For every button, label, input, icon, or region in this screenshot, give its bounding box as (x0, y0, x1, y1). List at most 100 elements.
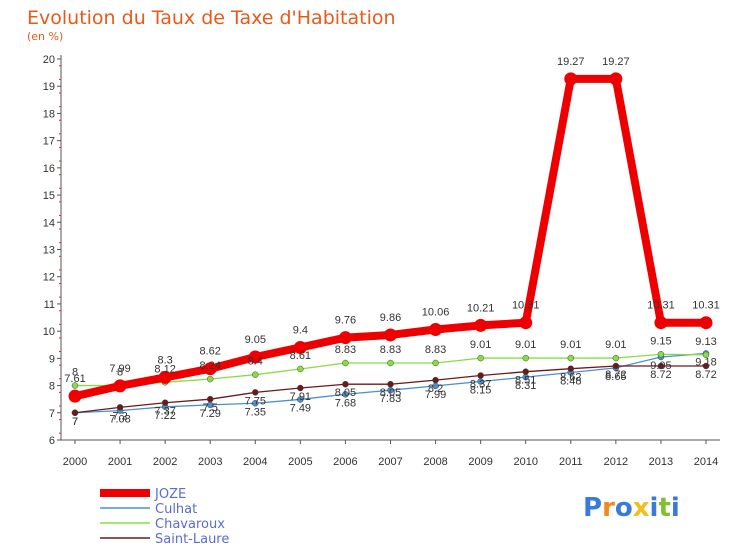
data-label-joze: 10.31 (692, 300, 720, 312)
data-point-chavaroux (477, 354, 484, 362)
data-label-saint-laure: 8.05 (335, 387, 356, 399)
data-point-joze (158, 370, 172, 384)
data-label-culhat: 7.99 (425, 389, 446, 401)
data-label-culhat: 7.08 (109, 414, 130, 426)
data-point-culhat (252, 400, 259, 407)
logo-letter: i (671, 493, 680, 523)
chart-subtitle: (en %) (27, 30, 63, 43)
data-label-culhat: 7.29 (200, 408, 221, 420)
y-tick-label: 10 (43, 326, 55, 338)
data-label-saint-laure: 8.51 (515, 375, 536, 387)
data-label-chavaroux: 8.24 (200, 360, 221, 372)
logo-letter: i (650, 493, 659, 523)
legend-label-saint-laure: Saint-Laure (155, 532, 229, 547)
data-point-saint-laure (297, 384, 304, 392)
data-label-culhat: 9.05 (650, 360, 671, 372)
data-label-culhat: 7.49 (290, 402, 311, 414)
legend-label-joze: JOZE (154, 487, 186, 502)
y-tick-label: 14 (43, 217, 55, 229)
series-layer (68, 72, 713, 417)
data-point-chavaroux (612, 354, 620, 362)
data-label-culhat: 8.65 (605, 371, 626, 383)
data-point-chavaroux (206, 375, 214, 383)
y-tick-label: 11 (44, 299, 55, 311)
data-label-saint-laure: 7 (72, 416, 78, 428)
y-tick-label: 19 (43, 81, 55, 93)
logo-letter: P (583, 493, 602, 523)
chart-title: Evolution du Taux de Taxe d'Habitation (27, 7, 396, 29)
proxiti-logo: Proxiti (583, 493, 680, 523)
logo-text: Proxiti (583, 493, 680, 523)
logo-letter: x (633, 493, 650, 523)
x-tick-label: 2008 (423, 456, 447, 468)
data-point-chavaroux (387, 359, 394, 367)
data-point-joze (564, 72, 578, 86)
data-point-saint-laure (71, 409, 79, 417)
data-point-joze (609, 72, 623, 86)
data-point-joze (474, 318, 488, 332)
data-point-joze (519, 316, 533, 330)
data-label-culhat: 7.68 (335, 397, 356, 409)
data-label-culhat: 8.15 (470, 384, 491, 396)
data-point-chavaroux (342, 359, 349, 367)
x-tick-label: 2009 (468, 456, 492, 468)
y-tick-label: 6 (49, 435, 55, 447)
x-tick-label: 2005 (288, 456, 312, 468)
x-tick-label: 2007 (378, 456, 402, 468)
y-tick-label: 13 (43, 245, 55, 257)
data-label-culhat: 8.31 (515, 380, 536, 392)
data-point-saint-laure (342, 380, 349, 388)
data-point-saint-laure (161, 399, 169, 406)
data-label-chavaroux: 9.01 (605, 339, 626, 351)
data-label-joze: 19.27 (602, 56, 630, 68)
data-label-joze: 10.21 (467, 302, 495, 314)
data-label-joze: 19.27 (557, 56, 585, 68)
data-point-joze (68, 389, 82, 403)
data-label-chavaroux: 9.13 (695, 336, 716, 348)
data-point-culhat (342, 391, 349, 398)
x-tick-label: 2014 (694, 456, 718, 468)
data-label-joze: 10.31 (512, 300, 540, 312)
data-label-chavaroux: 8.61 (290, 350, 311, 362)
data-label-culhat: 7.83 (380, 393, 401, 405)
legend-label-chavaroux: Chavaroux (155, 517, 225, 532)
x-tick-label: 2013 (649, 456, 673, 468)
data-label-saint-laure: 8.2 (428, 383, 443, 395)
data-label-joze: 7.99 (109, 363, 130, 375)
data-point-chavaroux (522, 354, 529, 362)
data-point-joze (248, 350, 262, 364)
y-tick-label: 20 (43, 54, 55, 66)
data-label-joze: 9.4 (293, 324, 308, 336)
data-label-chavaroux: 8.83 (380, 344, 401, 356)
data-point-joze (699, 316, 713, 330)
data-label-saint-laure: 7.2 (112, 410, 127, 422)
data-point-saint-laure (206, 395, 214, 403)
data-labels: 7.61 7.99 8.3 8.62 9.05 9.4 9.76 9.86 10.06 10.21… (64, 56, 719, 428)
data-point-joze (113, 379, 127, 393)
data-point-joze (338, 331, 352, 345)
data-point-saint-laure (116, 404, 124, 411)
data-point-saint-laure (612, 362, 620, 370)
x-tick-label: 2011 (559, 456, 583, 468)
data-label-saint-laure: 8.72 (695, 369, 716, 381)
data-label-saint-laure: 8.72 (650, 369, 671, 381)
data-point-chavaroux (567, 354, 575, 362)
data-label-culhat: 8.48 (560, 376, 581, 388)
data-label-chavaroux: 8 (72, 367, 78, 379)
data-point-saint-laure (522, 368, 529, 375)
data-point-chavaroux (252, 371, 259, 378)
data-label-chavaroux: 9.01 (515, 339, 536, 351)
data-label-saint-laure: 8.05 (380, 387, 401, 399)
x-tick-label: 2004 (243, 456, 267, 468)
logo-letter: r (602, 493, 615, 523)
data-label-joze: 7.61 (64, 373, 85, 385)
data-label-saint-laure: 8.37 (470, 379, 491, 391)
y-tick-label: 12 (43, 272, 55, 284)
x-tick-label: 2012 (604, 456, 628, 468)
x-tick-label: 2000 (63, 456, 87, 468)
data-point-joze (384, 328, 397, 342)
data-label-chavaroux: 8.4 (248, 356, 263, 368)
logo-letter: t (658, 493, 670, 523)
